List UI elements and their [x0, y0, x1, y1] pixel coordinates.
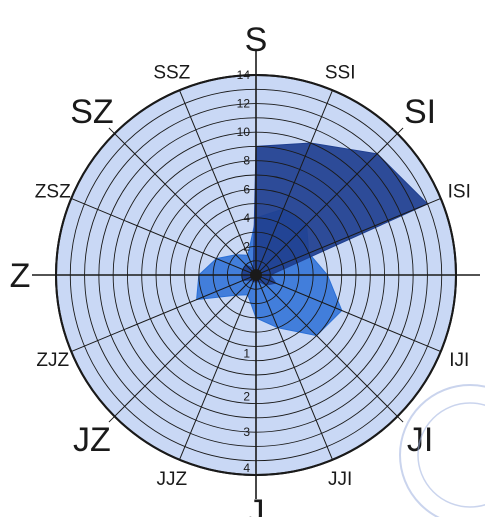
spoke-SI	[255, 127, 404, 276]
tick-label-south: 1	[243, 347, 250, 361]
tick-label-north: 12	[237, 97, 251, 111]
direction-label-SSI: SSI	[325, 62, 356, 83]
direction-label-S: S	[245, 21, 268, 59]
spoke-SSZ	[179, 90, 257, 276]
direction-label-SI: SI	[404, 93, 436, 131]
spoke-ZSZ	[71, 198, 257, 276]
direction-label-SSZ: SSZ	[153, 62, 190, 83]
spoke-SZ	[108, 127, 257, 276]
tick-label-south: 4	[243, 461, 250, 475]
direction-label-SZ: SZ	[70, 93, 113, 131]
spoke-ZJZ	[71, 274, 257, 352]
axis-layer	[32, 51, 480, 499]
direction-label-JZ: JZ	[73, 421, 111, 459]
tick-label-north: 2	[243, 239, 250, 253]
spoke-JJI	[255, 274, 333, 460]
tick-label-north: 10	[237, 125, 251, 139]
tick-label-north: 8	[243, 154, 250, 168]
tick-label-north: 4	[243, 211, 250, 225]
direction-label-ZSZ: ZSZ	[35, 181, 71, 202]
tick-label-north: 14	[237, 68, 251, 82]
spoke-JZ	[108, 274, 257, 423]
direction-label-layer: SSSISIISIIIJIJIJJIJJJZJZZJZZZSZSZSSZ	[10, 21, 471, 517]
direction-label-Z: Z	[10, 257, 31, 295]
direction-label-IJI: IJI	[449, 350, 469, 371]
direction-label-JJZ: JJZ	[157, 469, 188, 490]
tick-label-south: 2	[243, 389, 250, 403]
spoke-JJZ	[179, 274, 257, 460]
direction-label-JJI: JJI	[328, 469, 352, 490]
spoke-JI	[255, 274, 404, 423]
spoke-IJI	[255, 274, 441, 352]
center-hub	[250, 269, 262, 281]
spoke-SSI	[255, 90, 333, 276]
direction-label-ISI: ISI	[448, 181, 471, 202]
direction-label-J: J	[248, 493, 265, 517]
tick-label-north: 6	[243, 182, 250, 196]
tick-label-south: 3	[243, 425, 250, 439]
stamp-watermark	[399, 384, 485, 517]
spoke-ISI	[255, 198, 441, 276]
direction-label-ZJZ: ZJZ	[36, 350, 69, 371]
